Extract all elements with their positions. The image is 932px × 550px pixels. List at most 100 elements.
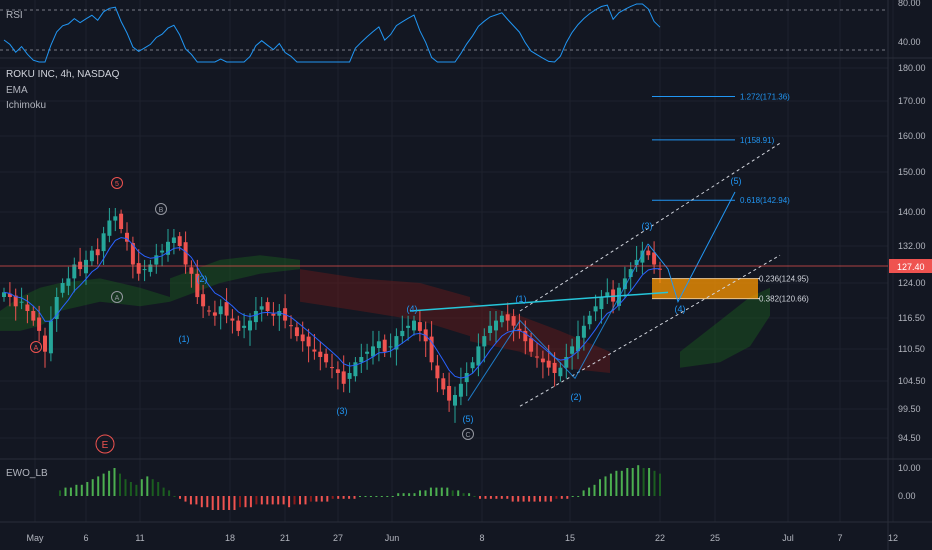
candle-body[interactable] (248, 320, 252, 331)
candle-body[interactable] (236, 320, 241, 331)
candle-body[interactable] (576, 336, 580, 352)
candle-body[interactable] (224, 302, 229, 316)
time-axis[interactable]: May 6 11 18 21 27 Jun 8 15 22 25 Jul 7 12 (26, 533, 898, 543)
candle-body[interactable] (101, 233, 106, 252)
candle-body[interactable] (529, 338, 534, 352)
indicator-ema-label[interactable]: EMA (6, 85, 28, 96)
candle-body[interactable] (511, 316, 516, 326)
candle-body[interactable] (43, 335, 47, 352)
candle-body[interactable] (447, 386, 452, 401)
candle-body[interactable] (587, 315, 592, 325)
candle-body[interactable] (212, 312, 217, 316)
candle-body[interactable] (207, 310, 211, 312)
candle-body[interactable] (441, 378, 446, 390)
candle-body[interactable] (318, 351, 323, 357)
candle-body[interactable] (353, 362, 358, 377)
candle-body[interactable] (259, 306, 264, 310)
candle-body[interactable] (230, 318, 235, 321)
candle-body[interactable] (265, 302, 270, 311)
candle-body[interactable] (394, 336, 399, 350)
candle-body[interactable] (552, 362, 557, 373)
candle-body[interactable] (125, 232, 129, 242)
candle-body[interactable] (540, 358, 545, 363)
candle-body[interactable] (400, 330, 405, 337)
candle-body[interactable] (177, 236, 182, 246)
candle-body[interactable] (324, 353, 329, 363)
candle-body[interactable] (25, 304, 30, 312)
indicator-ichimoku-label[interactable]: Ichimoku (6, 100, 46, 111)
candle-body[interactable] (72, 264, 77, 279)
candle-body[interactable] (66, 278, 71, 286)
candle-body[interactable] (189, 267, 194, 274)
candle-body[interactable] (622, 278, 627, 290)
candle-body[interactable] (142, 269, 147, 271)
candle-body[interactable] (195, 273, 200, 298)
candle-body[interactable] (2, 292, 6, 297)
candle-body[interactable] (488, 325, 493, 333)
candle-body[interactable] (253, 311, 258, 323)
candle-body[interactable] (113, 216, 118, 221)
candle-body[interactable] (570, 346, 575, 354)
candle-body[interactable] (417, 322, 422, 331)
candle-body[interactable] (453, 395, 457, 406)
candle-body[interactable] (341, 371, 346, 384)
candle-body[interactable] (628, 269, 633, 277)
candle-body[interactable] (517, 328, 522, 331)
candle-body[interactable] (376, 341, 381, 348)
candle-body[interactable] (640, 250, 645, 263)
candle-body[interactable] (359, 357, 364, 363)
candle-body[interactable] (312, 349, 317, 352)
rsi-pane[interactable] (0, 3, 888, 63)
candle-body[interactable] (347, 373, 352, 379)
candle-body[interactable] (7, 293, 12, 297)
candle-body[interactable] (335, 369, 340, 373)
candle-body[interactable] (183, 242, 188, 265)
candle-body[interactable] (242, 325, 247, 328)
candle-body[interactable] (652, 252, 657, 265)
candle-body[interactable] (54, 297, 59, 319)
candle-body[interactable] (482, 336, 487, 347)
candle-body[interactable] (171, 237, 176, 244)
candle-body[interactable] (107, 220, 112, 236)
candle-body[interactable] (294, 327, 299, 337)
candle-body[interactable] (564, 357, 569, 368)
candle-body[interactable] (95, 249, 100, 256)
candle-body[interactable] (19, 301, 24, 303)
candle-body[interactable] (499, 315, 504, 323)
candle-body[interactable] (136, 263, 141, 274)
price-axis[interactable]: 180.00 170.00 160.00 150.00 140.00 132.00 124.… (898, 63, 926, 443)
candle-body[interactable] (154, 255, 159, 265)
candle-body[interactable] (84, 259, 88, 274)
candle-body[interactable] (37, 317, 42, 331)
candle-body[interactable] (634, 259, 639, 265)
candle-body[interactable] (458, 383, 463, 397)
candle-body[interactable] (494, 320, 498, 331)
candle-body[interactable] (435, 365, 440, 379)
candle-body[interactable] (130, 243, 135, 265)
candle-body[interactable] (476, 346, 481, 366)
candle-body[interactable] (166, 241, 170, 255)
candle-body[interactable] (371, 346, 375, 357)
candle-body[interactable] (406, 325, 411, 328)
candle-body[interactable] (48, 320, 53, 354)
candle-body[interactable] (412, 320, 416, 331)
candle-body[interactable] (271, 313, 276, 316)
candle-body[interactable] (382, 339, 387, 352)
candle-body[interactable] (31, 311, 36, 321)
candle-body[interactable] (218, 306, 223, 315)
candle-body[interactable] (546, 360, 551, 368)
candlestick-series[interactable] (2, 208, 662, 423)
candle-body[interactable] (581, 325, 586, 338)
candle-body[interactable] (60, 283, 65, 293)
candle-body[interactable] (605, 292, 610, 297)
candle-body[interactable] (119, 213, 124, 229)
candle-body[interactable] (429, 336, 434, 363)
candle-body[interactable] (599, 297, 604, 310)
ewo-histogram[interactable] (59, 465, 661, 510)
candle-body[interactable] (78, 261, 83, 270)
candle-body[interactable] (160, 250, 165, 253)
candle-body[interactable] (89, 250, 94, 262)
candle-body[interactable] (306, 336, 311, 347)
candle-body[interactable] (330, 367, 334, 369)
